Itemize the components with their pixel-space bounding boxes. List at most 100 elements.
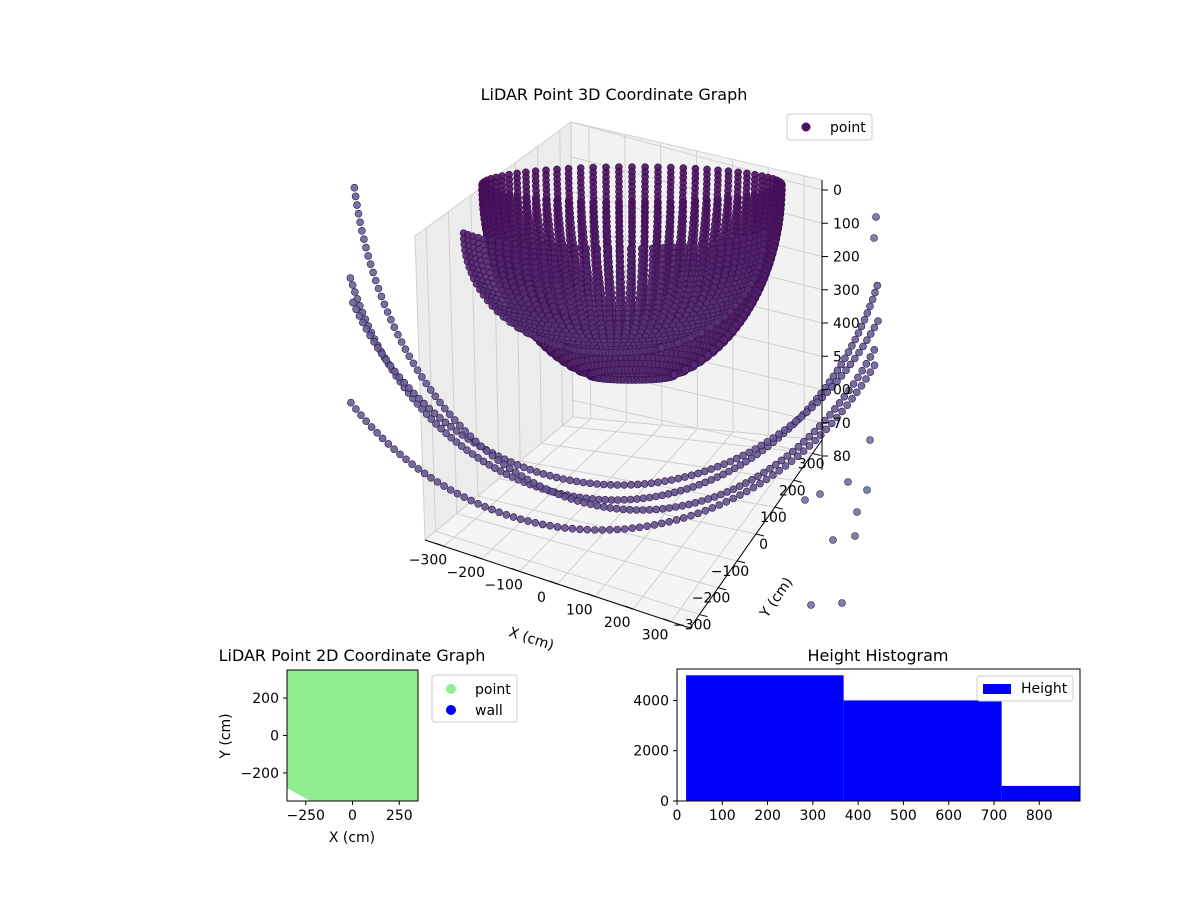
scatter-point bbox=[440, 404, 449, 413]
scatter-point bbox=[531, 518, 540, 527]
scatter-point bbox=[797, 412, 806, 421]
x-tick-label: −300 bbox=[409, 552, 447, 568]
scatter-point bbox=[674, 474, 683, 483]
scatter-point bbox=[769, 471, 777, 479]
scatter-point bbox=[413, 366, 422, 375]
scatter-point bbox=[606, 504, 615, 512]
scatter-point bbox=[613, 525, 622, 534]
scatter-point bbox=[842, 366, 850, 375]
scatter-point bbox=[854, 373, 862, 382]
scatter-point bbox=[546, 471, 554, 480]
scatter-point bbox=[735, 482, 744, 491]
scatter-point bbox=[645, 493, 654, 502]
scatter-point bbox=[833, 366, 842, 375]
chart-2d-legend-marker-point bbox=[446, 684, 456, 694]
scatter-point bbox=[561, 492, 569, 501]
scatter-point bbox=[405, 352, 414, 361]
scatter-point bbox=[854, 329, 863, 337]
scatter-point bbox=[593, 480, 601, 488]
scatter-point bbox=[620, 481, 629, 489]
scatter-point bbox=[614, 496, 622, 504]
scatter-point bbox=[787, 457, 796, 466]
scatter-point bbox=[446, 486, 455, 494]
histogram-y-tick-label: 4000 bbox=[633, 693, 669, 709]
x-tick-mark bbox=[511, 567, 520, 572]
scatter-point bbox=[816, 490, 824, 498]
scatter-point bbox=[572, 477, 581, 486]
scatter-point bbox=[786, 421, 795, 430]
scatter-point bbox=[414, 465, 423, 473]
y-tick-mark bbox=[718, 587, 727, 591]
scatter-point bbox=[840, 392, 849, 401]
scatter-point bbox=[815, 422, 824, 430]
scatter-point bbox=[747, 280, 756, 288]
scatter-point bbox=[348, 281, 357, 289]
scatter-point bbox=[595, 495, 603, 504]
scatter-point bbox=[626, 505, 634, 514]
scatter-point bbox=[628, 524, 637, 533]
scatter-point bbox=[685, 500, 693, 509]
scatter-point bbox=[838, 407, 846, 416]
y-tick-mark bbox=[737, 560, 746, 564]
scatter-point bbox=[453, 489, 462, 498]
z-tick-label: 00 bbox=[833, 383, 851, 399]
scatter-point bbox=[495, 508, 503, 517]
scatter-point bbox=[586, 500, 595, 509]
scatter-point bbox=[736, 491, 744, 499]
scatter-point bbox=[715, 501, 724, 509]
scatter-point bbox=[536, 482, 544, 490]
scatter-point bbox=[647, 479, 656, 488]
scatter-point bbox=[805, 432, 814, 441]
x-tick-label: 0 bbox=[537, 590, 546, 606]
scatter-point bbox=[690, 360, 698, 369]
scatter-point bbox=[650, 521, 659, 529]
z-tick-label: 300 bbox=[833, 283, 860, 299]
y-tick-label: 100 bbox=[760, 510, 787, 526]
scatter-point bbox=[670, 370, 679, 379]
grid-y-line bbox=[541, 442, 794, 481]
z-tick-label: 100 bbox=[833, 216, 860, 232]
scatter-point bbox=[639, 494, 648, 503]
scatter-point bbox=[844, 478, 852, 486]
histogram-bar bbox=[1001, 785, 1080, 801]
scatter-point bbox=[643, 522, 651, 531]
grid-y-line bbox=[456, 513, 719, 589]
grid-z-line bbox=[570, 399, 823, 457]
scatter-point bbox=[725, 467, 733, 476]
scatter-point bbox=[827, 419, 836, 428]
scatter-point bbox=[552, 473, 561, 482]
scatter-point bbox=[559, 475, 568, 483]
scatter-point bbox=[874, 317, 882, 325]
scatter-point bbox=[356, 218, 364, 227]
scatter-point bbox=[605, 525, 614, 534]
scatter-point bbox=[358, 318, 367, 327]
scatter-point bbox=[863, 336, 871, 345]
grid-y-line bbox=[562, 425, 813, 454]
scatter-point bbox=[652, 505, 661, 514]
scatter-point bbox=[830, 405, 839, 413]
scatter-point bbox=[828, 383, 836, 391]
scatter-point bbox=[488, 505, 496, 514]
scatter-point bbox=[871, 288, 879, 297]
scatter-point bbox=[726, 457, 735, 466]
scatter-point bbox=[456, 421, 464, 430]
chart-2d-legend-marker-wall bbox=[446, 705, 456, 715]
scatter-point bbox=[431, 392, 440, 401]
scatter-point bbox=[474, 453, 482, 462]
scatter-point bbox=[369, 268, 377, 277]
scatter-point bbox=[868, 295, 877, 304]
scatter-point bbox=[751, 445, 760, 453]
scatter-point bbox=[731, 302, 740, 310]
scatter-point bbox=[799, 437, 808, 446]
scatter-point bbox=[526, 465, 535, 474]
scatter-point bbox=[700, 467, 709, 476]
scatter-point bbox=[671, 503, 680, 511]
scatter-point bbox=[853, 508, 861, 516]
scatter-point bbox=[402, 455, 410, 464]
y-tick-mark bbox=[755, 533, 765, 537]
scatter-point bbox=[505, 464, 514, 473]
scatter-point bbox=[620, 495, 629, 504]
scatter-point bbox=[380, 300, 389, 309]
scatter-point bbox=[430, 409, 439, 418]
scatter-point bbox=[542, 485, 550, 493]
